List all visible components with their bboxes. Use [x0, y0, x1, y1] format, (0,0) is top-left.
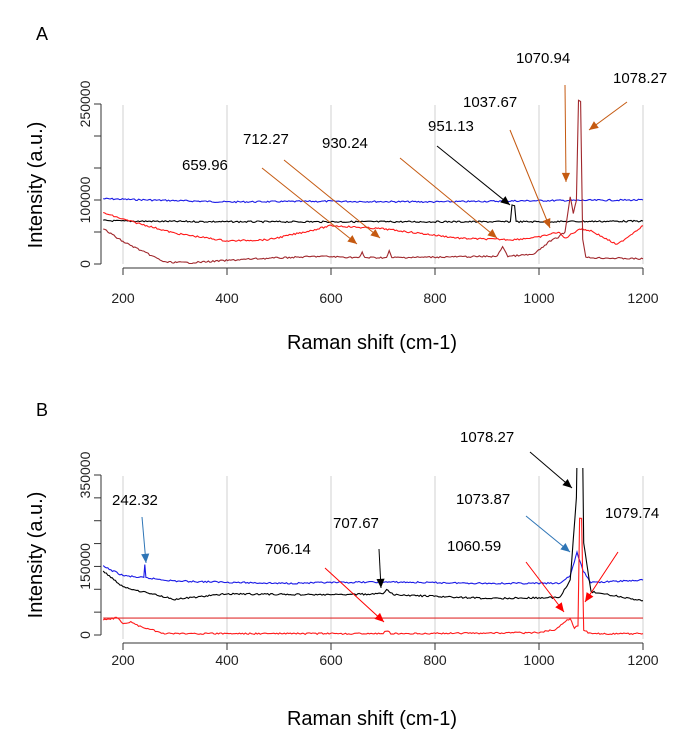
- panel-b: B 200 400 600 800 1000 1200 0 150000 350000 Intens…: [25, 400, 659, 730]
- spectrum-line-2: [103, 211, 644, 245]
- y-tick-label: 100000: [77, 176, 93, 223]
- series-group: [103, 99, 644, 265]
- peak-label: 712.27: [243, 131, 289, 148]
- peak-label: 1073.87: [456, 491, 510, 508]
- peak-label: 659.96: [182, 157, 228, 174]
- y-axis-title: Intensity (a.u.): [25, 492, 47, 619]
- arrow-head-icon: [500, 196, 510, 205]
- peak-arrow-line: [529, 451, 573, 489]
- x-axis-title: Raman shift (cm-1): [287, 332, 457, 354]
- arrow-head-icon: [487, 229, 497, 238]
- peak-label: 1078.27: [460, 429, 514, 446]
- peak-arrow-line: [436, 145, 511, 206]
- spectrum-line-3: [103, 99, 644, 265]
- arrow-head-icon: [376, 578, 385, 588]
- x-tick-label: 600: [319, 290, 343, 306]
- arrow-head-icon: [589, 121, 599, 130]
- arrow-head-icon: [347, 235, 357, 244]
- x-tick-label: 200: [111, 652, 135, 668]
- spectrum-line-1: [103, 204, 644, 224]
- y-tick-label: 0: [77, 260, 93, 268]
- arrow-head-icon: [561, 172, 570, 182]
- peak-arrow-line: [564, 84, 567, 183]
- arrow-head-icon: [555, 602, 564, 612]
- spectrum-line-0: [102, 549, 644, 585]
- peak-label: 1037.67: [463, 94, 517, 111]
- peak-arrow-line: [525, 515, 571, 553]
- panel-label: B: [36, 400, 48, 420]
- peak-label: 1079.74: [605, 505, 659, 522]
- y-axis-title: Intensity (a.u.): [25, 122, 47, 249]
- y-tick-label: 150000: [77, 543, 93, 590]
- peak-label: 930.24: [322, 135, 368, 152]
- peak-arrow-line: [399, 157, 498, 239]
- x-tick-label: 600: [319, 652, 343, 668]
- arrow-head-icon: [141, 553, 150, 563]
- peak-label: 1070.94: [516, 50, 570, 67]
- arrow-head-icon: [560, 543, 570, 552]
- x-tick-label: 400: [215, 290, 239, 306]
- peak-label: 242.32: [112, 492, 158, 509]
- spectrum-line-1: [102, 468, 644, 602]
- peak-label: 1078.27: [613, 70, 667, 87]
- peak-arrow-line: [324, 567, 385, 623]
- x-tick-label: 1200: [627, 652, 658, 668]
- x-tick-label: 800: [423, 652, 447, 668]
- y-tick-label: 250000: [77, 80, 93, 127]
- x-tick-label: 800: [423, 290, 447, 306]
- arrow-head-icon: [562, 478, 572, 488]
- x-tick-label: 200: [111, 290, 135, 306]
- x-tick-label: 400: [215, 652, 239, 668]
- x-tick-label: 1000: [523, 652, 554, 668]
- arrow-head-icon: [370, 229, 380, 238]
- x-axis-title: Raman shift (cm-1): [287, 708, 457, 730]
- peak-arrow-line: [509, 129, 551, 229]
- x-tick-label: 1000: [523, 290, 554, 306]
- peak-arrow-line: [584, 551, 619, 603]
- peak-label: 1060.59: [447, 538, 501, 555]
- series-group: [102, 468, 644, 636]
- peak-arrow-line: [525, 561, 565, 613]
- y-tick-label: 0: [77, 631, 93, 639]
- y-tick-label: 350000: [77, 451, 93, 498]
- peak-arrow-line: [261, 167, 358, 245]
- arrow-head-icon: [542, 218, 551, 228]
- peak-arrow-line: [283, 159, 381, 239]
- peak-label: 707.67: [333, 515, 379, 532]
- peak-label: 951.13: [428, 118, 474, 135]
- arrow-head-icon: [585, 592, 594, 602]
- panel-label: A: [36, 24, 48, 44]
- panel-a: A 200 400 600 800 1000 1200 0 100000 250000 Intens…: [25, 24, 667, 354]
- spectrum-line-3: [102, 517, 644, 636]
- peak-label: 706.14: [265, 541, 311, 558]
- arrow-head-icon: [374, 612, 384, 622]
- x-tick-label: 1200: [627, 290, 658, 306]
- spectrum-line-0: [103, 197, 644, 204]
